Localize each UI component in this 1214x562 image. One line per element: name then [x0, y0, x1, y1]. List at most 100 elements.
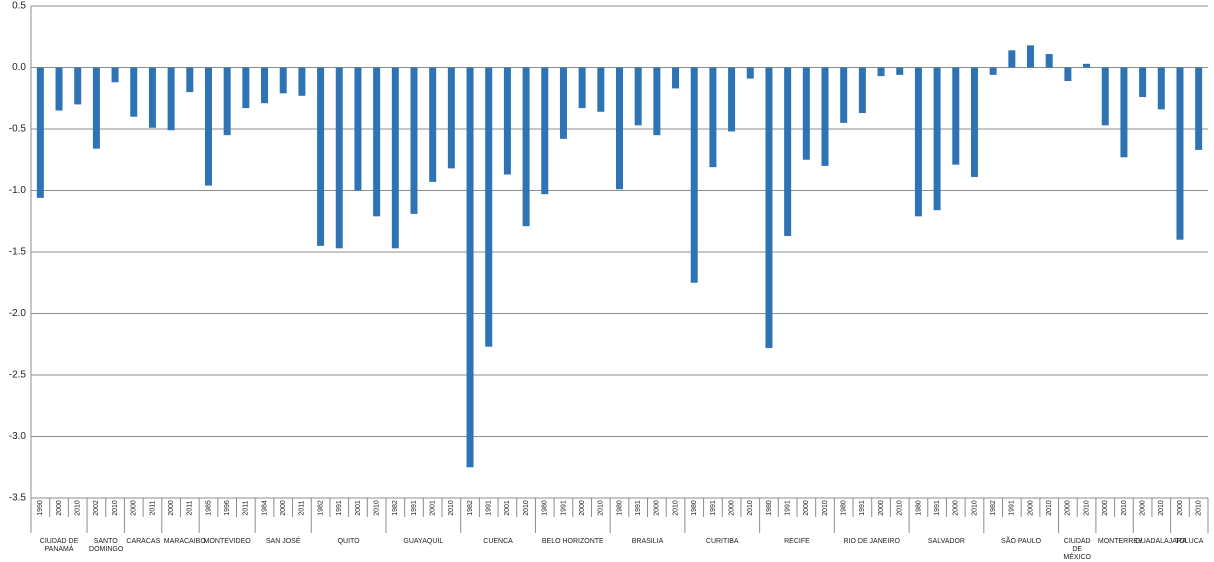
group-label: SAN JOSÉ: [265, 538, 301, 545]
x-tick-label: 1991: [411, 500, 418, 516]
x-tick-label: 1990: [37, 500, 44, 516]
group-label: RECIFE: [784, 538, 810, 545]
x-tick-label: 2010: [1196, 500, 1203, 516]
bar: [914, 67, 922, 217]
bar: [279, 67, 287, 94]
x-tick-label: 2000: [728, 500, 735, 516]
group-label: CUENCA: [483, 538, 513, 545]
x-tick-label: 1982: [392, 500, 399, 516]
x-tick-label: 1980: [616, 500, 623, 516]
bar: [522, 67, 530, 227]
bar: [410, 67, 418, 214]
group-label: GUAYAQUIL: [403, 538, 444, 545]
bar: [1045, 53, 1053, 68]
bar: [223, 67, 231, 136]
group-label: SALVADOR: [927, 538, 965, 545]
x-tick-label: 1980: [841, 500, 848, 516]
group-label: SANTO DOMINGO: [89, 538, 124, 553]
group-label: BELO HORIZONTE: [541, 538, 604, 545]
bar: [634, 67, 642, 126]
x-tick-label: 2010: [672, 500, 679, 516]
x-tick-label: 2010: [1158, 500, 1165, 516]
x-tick-label: 2010: [448, 500, 455, 516]
bar: [653, 67, 661, 136]
x-tick-label: 2010: [747, 500, 754, 516]
group-label: TOLUCA: [1175, 538, 1204, 545]
x-tick-label: 2010: [1121, 500, 1128, 516]
x-tick-label: 2010: [523, 500, 530, 516]
x-tick-label: 1991: [859, 500, 866, 516]
group-label: CURITIBA: [705, 538, 739, 545]
x-tick-label: 2010: [897, 500, 904, 516]
group-label: MONTEVIDEO: [203, 538, 251, 545]
y-tick-label: 0.0: [12, 62, 26, 73]
y-tick-label: -1.0: [9, 185, 27, 196]
x-tick-label: 2011: [187, 500, 194, 515]
x-tick-label: 2010: [112, 500, 119, 516]
bar: [167, 67, 175, 131]
y-tick-label: -0.5: [9, 124, 27, 135]
bar: [877, 67, 885, 77]
y-tick-label: -2.0: [9, 308, 27, 319]
x-tick-label: 2010: [373, 500, 380, 516]
bar: [503, 67, 511, 175]
bar: [148, 67, 156, 128]
bar: [933, 67, 941, 211]
group-label: CARACAS: [126, 538, 161, 545]
x-tick-label: 2011: [149, 500, 156, 515]
bar: [1027, 45, 1035, 68]
x-tick-label: 1991: [336, 500, 343, 516]
bar: [989, 67, 997, 75]
bar: [578, 67, 586, 109]
bar: [373, 67, 381, 217]
x-tick-label: 2000: [1027, 500, 1034, 516]
bar: [1101, 67, 1109, 126]
bar: [391, 67, 399, 249]
x-tick-label: 2001: [355, 500, 362, 516]
y-tick-label: -3.5: [9, 493, 27, 504]
bar: [952, 67, 960, 165]
y-tick-label: -1.5: [9, 247, 27, 258]
x-tick-label: 1980: [691, 500, 698, 516]
x-tick-label: 2000: [1177, 500, 1184, 516]
bar: [690, 67, 698, 283]
x-tick-label: 1991: [560, 500, 567, 516]
x-tick-label: 2002: [93, 500, 100, 516]
bar: [335, 67, 343, 249]
bar: [1083, 63, 1091, 68]
y-tick-label: -2.5: [9, 370, 27, 381]
x-tick-label: 1991: [486, 500, 493, 516]
x-tick-label: 1980: [766, 500, 773, 516]
x-tick-label: 2011: [299, 500, 306, 515]
bar: [1195, 67, 1203, 150]
bar: [970, 67, 978, 177]
bar: [298, 67, 306, 96]
bar: [858, 67, 866, 114]
bar: [242, 67, 250, 109]
x-tick-label: 2000: [579, 500, 586, 516]
bar: [541, 67, 549, 195]
bar: [186, 67, 194, 93]
x-tick-label: 1982: [467, 500, 474, 516]
bar: [896, 67, 904, 75]
x-tick-label: 2010: [75, 500, 82, 516]
x-tick-label: 2010: [598, 500, 605, 516]
bar: [672, 67, 680, 89]
bar: [92, 67, 100, 149]
x-tick-label: 2000: [1139, 500, 1146, 516]
bar: [821, 67, 829, 166]
group-label: CIUDAD DE MÉXICO: [1063, 538, 1092, 561]
x-tick-label: 2010: [822, 500, 829, 516]
bar: [429, 67, 437, 182]
x-tick-label: 2000: [1102, 500, 1109, 516]
group-label: SÃO PAULO: [1001, 538, 1042, 545]
bar: [55, 67, 63, 111]
group-label: QUITO: [337, 538, 360, 545]
x-tick-label: 2000: [131, 500, 138, 516]
group-label: CIUDAD DE PANAMÁ: [39, 538, 79, 553]
bar: [616, 67, 623, 190]
bar: [597, 67, 605, 112]
x-tick-label: 2001: [504, 500, 511, 516]
group-label: MARACAIBO: [163, 538, 206, 545]
